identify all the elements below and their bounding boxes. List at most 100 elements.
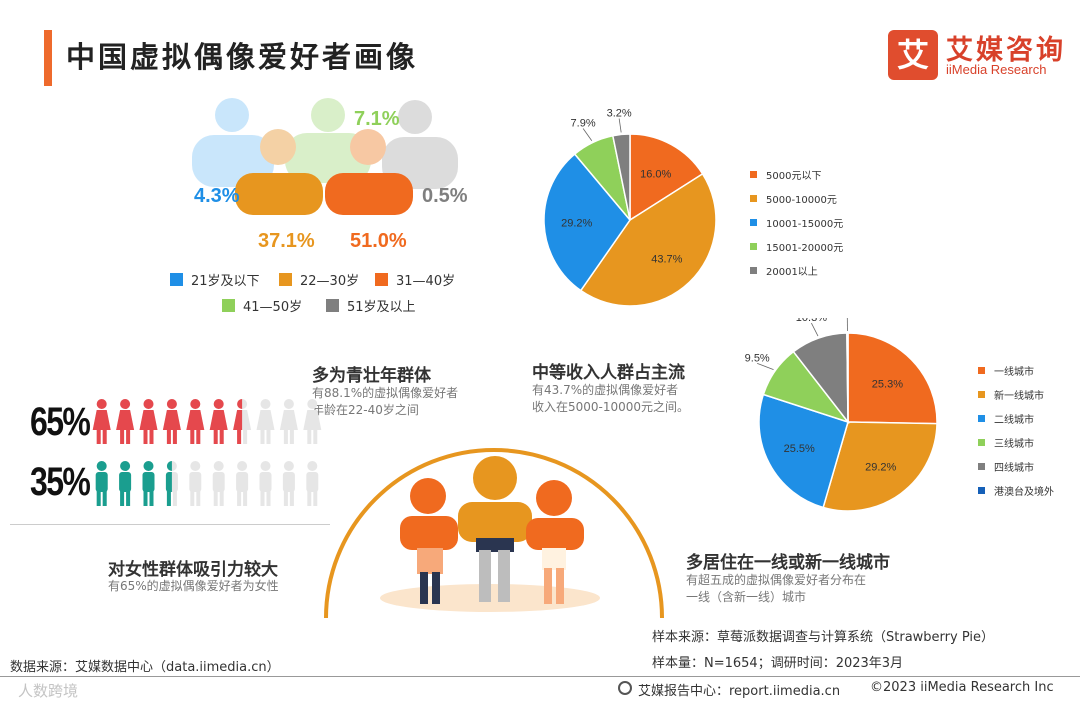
legend-label: 一线城市 <box>994 366 1034 378</box>
legend-label: 新一线城市 <box>994 390 1044 402</box>
pie-label-1: 43.7% <box>651 254 682 266</box>
pie-legend-item: 港澳台及境外 <box>978 478 1054 502</box>
legend-swatch <box>326 299 339 312</box>
sample-size: 样本量：N=1654；调研时间：2023年3月 <box>652 656 904 671</box>
pie-legend-item: 新一线城市 <box>978 382 1054 406</box>
income-pie-chart: 16.0% 43.7% 29.2% 7.9% 3.2% <box>543 108 717 307</box>
male-icon <box>142 461 155 506</box>
legend-label: 二线城市 <box>994 414 1034 426</box>
legend-label: 港澳台及境外 <box>994 486 1054 498</box>
pie-label-1: 29.2% <box>865 461 896 473</box>
female-icon <box>92 399 111 444</box>
pie-leader-line-3 <box>582 128 593 141</box>
male-icon <box>306 461 319 506</box>
age-pct-31-40: 51.0% <box>350 230 407 252</box>
income-heading: 中等收入人群占主流 <box>532 363 685 383</box>
female-icon <box>303 399 322 444</box>
pie-legend-item: 二线城市 <box>978 406 1054 430</box>
pie-slice-2 <box>758 393 849 509</box>
legend-swatch <box>978 414 985 422</box>
age-legend-51-over: 51岁及以上 <box>326 296 416 315</box>
female-icon <box>116 399 135 444</box>
male-icon <box>189 461 202 506</box>
income-sub-1: 有43.7%的虚拟偶像爱好者 <box>532 383 679 397</box>
city-sub-1: 有超五成的虚拟偶像爱好者分布在 <box>686 573 867 587</box>
male-icon <box>259 461 272 506</box>
pie-slice-1 <box>822 421 938 512</box>
page-title: 中国虚拟偶像爱好者画像 <box>66 40 419 74</box>
male-icon <box>282 461 295 506</box>
youth-sub-1: 有88.1%的虚拟偶像爱好者 <box>312 386 459 400</box>
legend-label: 三线城市 <box>994 438 1034 450</box>
legend-swatch <box>750 218 757 226</box>
divider <box>10 524 330 525</box>
pie-legend-item: 四线城市 <box>978 454 1054 478</box>
legend-swatch <box>978 438 985 446</box>
legend-swatch <box>978 366 985 374</box>
pie-slice-0 <box>847 332 938 425</box>
legend-swatch <box>750 242 757 250</box>
age-pct-51-over: 0.5% <box>422 185 468 207</box>
male-icon <box>119 461 132 506</box>
person-left <box>400 478 458 604</box>
sample-source: 样本来源：草莓派数据调查与计算系统（Strawberry Pie） <box>652 630 994 645</box>
pie-label-2: 29.2% <box>561 217 592 229</box>
pie-label-4: 10.3% <box>796 318 827 324</box>
male-icon <box>212 461 225 506</box>
pie-legend-item: 三线城市 <box>978 430 1054 454</box>
pie-slice-1 <box>579 172 717 307</box>
person-right <box>526 480 584 604</box>
pie-legend-item: 20001以上 <box>750 258 843 282</box>
legend-swatch <box>750 170 757 178</box>
female-icon <box>186 399 205 444</box>
person-icon-41-50 <box>285 98 371 183</box>
male-percent: 35% <box>30 460 91 504</box>
age-pct-41-50: 7.1% <box>354 108 400 130</box>
male-icon <box>95 461 108 506</box>
group-people-illustration <box>324 448 664 619</box>
legend-label: 15001-20000元 <box>766 242 844 254</box>
globe-icon <box>618 681 632 695</box>
youth-sub-2: 年龄在22-40岁之间 <box>312 403 419 417</box>
age-people-illustration <box>192 98 458 215</box>
report-center-link[interactable]: 艾媒报告中心：report.iimedia.cn <box>638 684 841 699</box>
female-icon-row <box>92 399 322 444</box>
legend-swatch <box>750 194 757 202</box>
pie-label-3: 7.9% <box>571 118 596 130</box>
legend-swatch <box>375 273 388 286</box>
footer-divider <box>0 676 1080 677</box>
female-icon <box>209 399 228 444</box>
female-icon <box>233 399 243 444</box>
city-heading: 多居住在一线或新一线城市 <box>686 553 890 573</box>
legend-label: 5000-10000元 <box>766 194 837 206</box>
legend-swatch <box>978 486 985 494</box>
pie-leader-line-4 <box>618 118 622 133</box>
income-pie-legend: 5000元以下 5000-10000元 10001-15000元 15001-2000… <box>750 162 843 282</box>
legend-swatch <box>978 462 985 470</box>
legend-label: 四线城市 <box>994 462 1034 474</box>
person-body-22-30 <box>235 173 323 215</box>
female-icon <box>256 399 275 444</box>
pie-legend-item: 5000-10000元 <box>750 186 843 210</box>
legend-swatch <box>222 299 235 312</box>
watermark: 人数跨境 <box>18 682 79 700</box>
pie-slice-0 <box>629 133 704 222</box>
pie-label-3: 9.5% <box>745 352 770 364</box>
legend-label: 10001-15000元 <box>766 218 844 230</box>
person-icon-22-30 <box>260 129 296 165</box>
gender-sub: 有65%的虚拟偶像爱好者为女性 <box>108 579 279 593</box>
gender-heading: 对女性群体吸引力较大 <box>108 560 278 580</box>
copyright: ©2023 iiMedia Research Inc <box>870 680 1054 695</box>
pie-slice-4 <box>611 133 631 221</box>
age-legend-21-under: 21岁及以下 <box>170 270 260 289</box>
pie-legend-item: 10001-15000元 <box>750 210 843 234</box>
legend-swatch <box>279 273 292 286</box>
income-sub-2: 收入在5000-10000元之间。 <box>532 400 690 414</box>
age-legend-31-40: 31—40岁 <box>375 270 455 289</box>
female-icon <box>139 399 158 444</box>
pie-label-2: 25.5% <box>784 443 815 455</box>
pie-slice-5 <box>846 332 849 423</box>
arch <box>324 448 664 619</box>
pie-legend-item: 5000元以下 <box>750 162 843 186</box>
pie-slice-2 <box>543 153 631 292</box>
